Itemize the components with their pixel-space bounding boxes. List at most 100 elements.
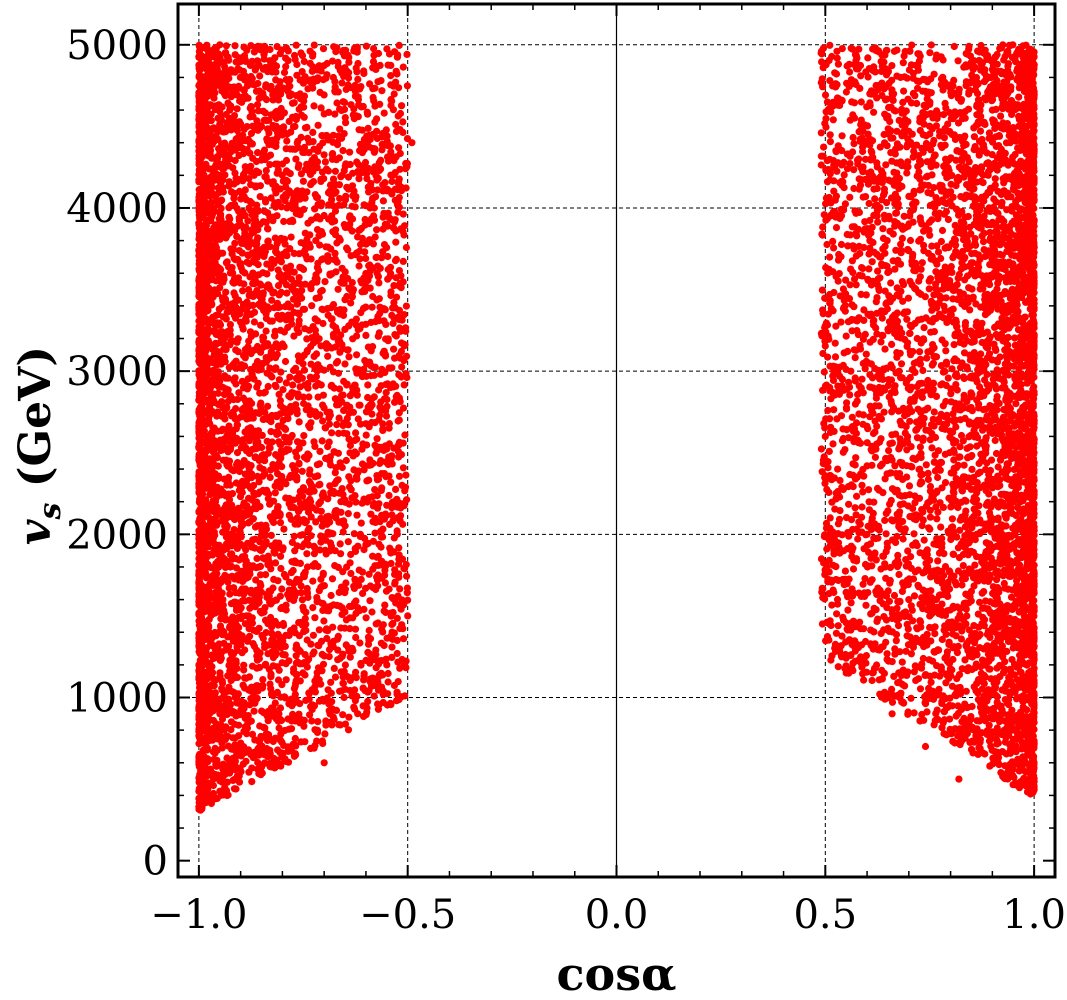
scatter-point xyxy=(329,73,337,82)
scatter-point xyxy=(216,669,224,677)
scatter-point xyxy=(310,648,318,656)
scatter-point xyxy=(384,222,392,230)
scatter-point xyxy=(331,562,339,570)
scatter-point xyxy=(373,435,381,443)
scatter-point xyxy=(393,53,401,61)
scatter-point xyxy=(377,543,385,551)
scatter-point xyxy=(297,49,305,57)
scatter-point xyxy=(258,609,266,617)
scatter-point xyxy=(306,282,315,290)
scatter-point xyxy=(268,68,276,76)
scatter-point xyxy=(258,707,266,715)
scatter-point xyxy=(239,521,247,529)
scatter-point xyxy=(273,462,281,470)
scatter-point xyxy=(343,672,351,681)
scatter-point xyxy=(278,585,286,593)
scatter-point xyxy=(207,357,215,365)
scatter-point xyxy=(258,431,266,439)
scatter-point xyxy=(215,54,223,62)
scatter-point xyxy=(371,486,379,494)
scatter-point xyxy=(211,689,219,697)
scatter-point xyxy=(195,720,203,729)
scatter-point xyxy=(369,58,378,66)
scatter-point xyxy=(396,517,404,525)
scatter-point xyxy=(331,249,339,257)
scatter-point xyxy=(232,479,240,487)
scatter-point xyxy=(369,93,377,102)
scatter-point xyxy=(292,652,300,660)
scatter-point xyxy=(362,614,370,622)
scatter-point xyxy=(309,63,317,71)
scatter-point xyxy=(374,700,382,708)
scatter-point xyxy=(253,656,261,664)
scatter-point xyxy=(252,247,260,255)
scatter-point xyxy=(234,348,242,356)
scatter-point xyxy=(270,332,279,340)
scatter-point xyxy=(334,285,342,293)
scatter-point xyxy=(348,182,357,190)
scatter-point xyxy=(387,609,395,617)
scatter-point xyxy=(221,358,229,366)
scatter-point xyxy=(330,217,338,225)
scatter-point xyxy=(197,660,205,669)
scatter-point xyxy=(360,69,368,78)
scatter-point xyxy=(382,389,390,397)
scatter-point xyxy=(400,381,408,389)
scatter-point xyxy=(303,335,311,343)
scatter-point xyxy=(197,52,205,60)
scatter-point xyxy=(345,483,354,491)
scatter-point xyxy=(303,584,311,593)
scatter-point xyxy=(279,386,287,394)
scatter-point xyxy=(273,43,281,51)
scatter-point xyxy=(336,540,344,548)
scatter-point xyxy=(262,327,270,335)
scatter-point xyxy=(327,304,335,312)
scatter-point xyxy=(221,63,229,71)
scatter-point xyxy=(204,630,212,638)
scatter-point xyxy=(290,752,298,760)
scatter-point xyxy=(318,522,326,530)
scatter-point xyxy=(370,45,378,53)
scatter-point xyxy=(375,295,383,303)
scatter-point xyxy=(393,690,401,698)
scatter-point xyxy=(218,398,226,406)
scatter-point xyxy=(218,196,226,204)
scatter-point xyxy=(335,414,343,422)
scatter-point xyxy=(197,354,205,362)
scatter-point xyxy=(377,561,385,569)
scatter-point xyxy=(290,99,298,107)
scatter-point xyxy=(195,207,203,215)
scatter-point xyxy=(352,112,360,120)
scatter-point xyxy=(342,456,350,465)
scatter-point xyxy=(353,475,361,483)
scatter-point xyxy=(296,263,304,271)
scatter-point xyxy=(351,575,359,583)
scatter-point xyxy=(225,683,233,691)
scatter-point xyxy=(396,109,405,118)
scatter-point xyxy=(224,386,232,394)
scatter-point xyxy=(233,692,241,700)
scatter-point xyxy=(395,267,403,275)
scatter-point xyxy=(376,411,384,419)
scatter-point xyxy=(298,68,306,76)
scatter-point xyxy=(241,723,249,731)
scatter-point xyxy=(329,321,337,329)
scatter-point xyxy=(284,47,292,55)
scatter-point xyxy=(347,477,355,485)
scatter-point xyxy=(287,189,295,197)
scatter-point xyxy=(249,640,257,648)
scatter-point xyxy=(314,562,322,571)
scatter-point xyxy=(247,365,255,374)
scatter-point xyxy=(245,768,253,776)
scatter-point xyxy=(377,527,385,535)
scatter-point xyxy=(195,555,203,563)
scatter-point xyxy=(385,585,393,593)
scatter-point xyxy=(209,781,217,790)
scatter-point xyxy=(225,221,233,230)
scatter-point xyxy=(342,119,350,127)
scatter-point xyxy=(256,538,264,546)
scatter-point xyxy=(308,701,316,709)
scatter-point xyxy=(238,405,246,413)
scatter-point xyxy=(315,500,323,508)
scatter-point xyxy=(315,460,324,468)
